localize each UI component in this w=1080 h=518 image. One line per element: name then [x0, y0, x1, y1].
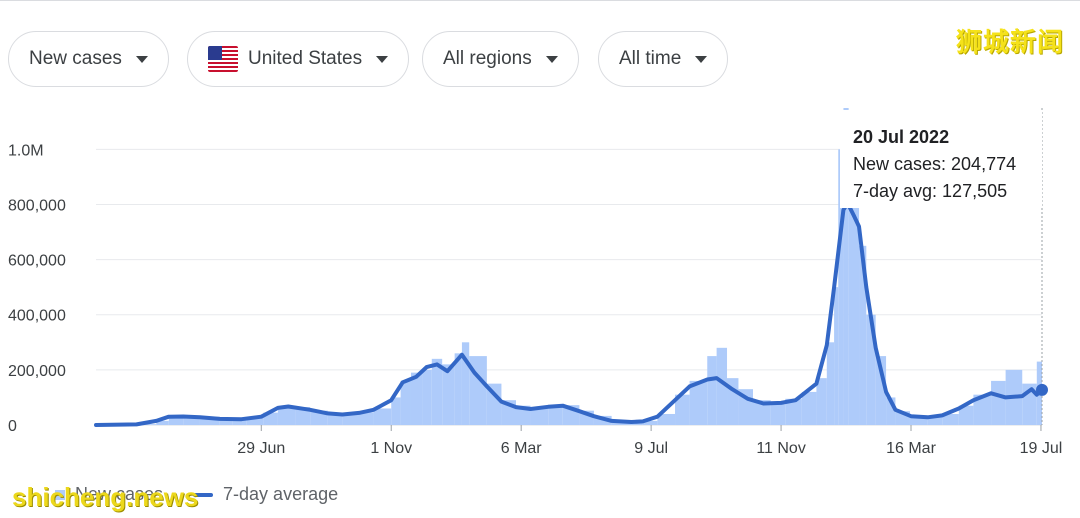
new-cases-bar — [927, 416, 943, 425]
y-tick-label: 600,000 — [8, 253, 66, 270]
chart-legend: New cases 7-day average — [55, 484, 338, 505]
new-cases-bar — [689, 380, 708, 425]
new-cases-bar — [866, 314, 876, 425]
x-tick-label: 1 Nov — [370, 440, 412, 457]
new-cases-bar — [958, 405, 974, 425]
new-cases-bar — [373, 408, 392, 425]
new-cases-bar — [816, 378, 827, 425]
new-cases-bar — [843, 108, 849, 425]
x-tick-label: 6 Mar — [501, 440, 543, 457]
new-cases-bar — [848, 204, 860, 425]
new-cases-bar — [834, 287, 839, 425]
new-cases-bar — [886, 397, 896, 425]
x-tick-label: 16 Mar — [886, 440, 936, 457]
new-cases-bar — [973, 394, 992, 425]
new-cases-bar — [785, 398, 802, 425]
tooltip-date: 20 Jul 2022 — [853, 127, 950, 147]
new-cases-bar — [838, 149, 844, 425]
legend-bars-label: New cases — [75, 484, 164, 504]
new-cases-bar — [548, 406, 563, 425]
x-tick-label: 29 Jun — [237, 440, 285, 457]
new-cases-bar — [753, 400, 771, 425]
new-cases-bar — [359, 412, 374, 425]
new-cases-bar — [431, 358, 443, 425]
new-cases-bar — [530, 407, 549, 425]
new-cases-bar — [942, 413, 959, 425]
watermark-chinese: 狮城新闻 — [956, 27, 1065, 57]
chart-tooltip: 20 Jul 2022 New cases: 204,774 7-day avg… — [840, 110, 1042, 208]
tooltip-new-cases: New cases: 204,774 — [853, 154, 1017, 174]
new-cases-bar — [716, 347, 728, 425]
y-tick-label: 1.0M — [8, 142, 44, 159]
new-cases-bar — [826, 342, 835, 425]
new-cases-bar — [219, 418, 233, 425]
new-cases-bar — [391, 397, 401, 425]
watermark-english: shicheng.news — [12, 482, 199, 512]
new-cases-bar — [232, 418, 247, 425]
x-axis-ticks: 29 Jun 1 Nov 6 Mar 9 Jul 11 Nov 16 Mar 19 Jul — [237, 425, 1062, 457]
new-cases-bar — [442, 364, 455, 425]
new-cases-bar — [707, 356, 717, 425]
new-cases-bar — [342, 413, 360, 425]
x-tick-label: 19 Jul — [1020, 440, 1063, 457]
new-cases-bar — [183, 415, 200, 425]
hover-point — [1036, 383, 1048, 396]
new-cases-bar — [295, 407, 311, 425]
new-cases-bar — [801, 391, 817, 425]
legend-line-label: 7-day average — [223, 484, 339, 504]
new-cases-bar — [770, 404, 786, 425]
chevron-down-icon — [135, 55, 148, 63]
y-tick-label: 0 — [8, 418, 17, 435]
country-dropdown-label: United States — [248, 48, 363, 69]
new-cases-bar — [727, 378, 739, 425]
new-cases-bar — [991, 380, 1006, 425]
new-cases-bar — [168, 416, 184, 425]
metric-dropdown-label: New cases — [29, 48, 122, 69]
new-cases-bar — [657, 413, 676, 425]
seven-day-average-line — [94, 201, 1044, 427]
y-tick-label: 800,000 — [8, 197, 66, 214]
chevron-down-icon — [376, 55, 389, 63]
new-cases-bar — [461, 342, 470, 425]
region-dropdown[interactable]: All regions — [422, 31, 579, 87]
metric-dropdown[interactable]: New cases — [8, 31, 169, 87]
y-tick-label: 200,000 — [8, 363, 66, 380]
new-cases-bar — [859, 245, 867, 425]
top-divider — [0, 0, 1080, 1]
new-cases-bar — [875, 356, 887, 425]
new-cases-bar — [642, 420, 658, 425]
new-cases-bar — [909, 416, 928, 425]
x-tick-label: 9 Jul — [634, 440, 668, 457]
y-axis-ticks: 0 200,000 400,000 600,000 800,000 1.0M — [8, 142, 66, 435]
new-cases-bar — [675, 394, 690, 425]
period-dropdown[interactable]: All time — [598, 31, 729, 87]
new-cases-bar — [277, 406, 296, 425]
new-cases-bar — [327, 413, 343, 425]
legend-bar-swatch — [55, 489, 65, 500]
y-tick-label: 400,000 — [8, 308, 66, 325]
country-dropdown[interactable]: United States — [187, 31, 410, 87]
new-cases-bar — [454, 353, 462, 425]
tooltip-avg: 7-day avg: 127,505 — [853, 181, 1008, 201]
new-cases-bar — [156, 420, 169, 425]
us-flag-icon — [208, 46, 238, 72]
new-cases-bar — [410, 372, 423, 425]
period-dropdown-label: All time — [619, 48, 682, 69]
chevron-down-icon — [545, 55, 558, 63]
x-tick-label: 11 Nov — [756, 440, 806, 457]
region-dropdown-label: All regions — [443, 48, 532, 69]
new-cases-bar — [400, 380, 411, 425]
legend-line-swatch — [193, 492, 214, 497]
new-cases-bar — [486, 383, 502, 425]
new-cases-bar — [422, 369, 432, 425]
new-cases-bar — [199, 416, 220, 425]
new-cases-bar — [246, 418, 264, 425]
chevron-down-icon — [695, 55, 708, 63]
